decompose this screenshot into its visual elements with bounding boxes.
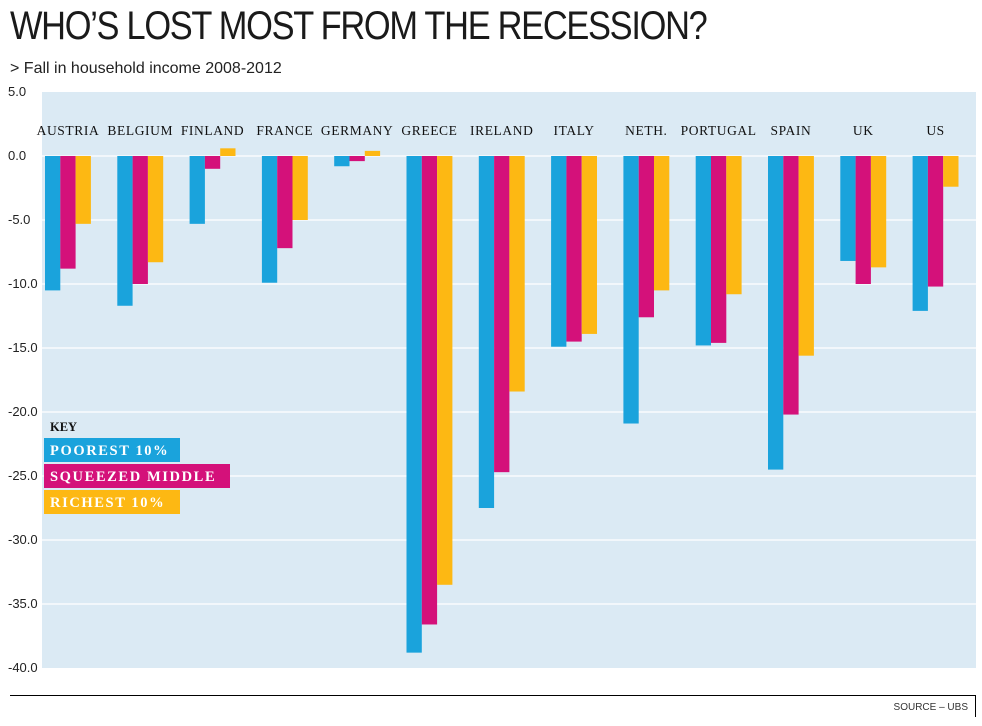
- category-label: SPAIN: [771, 123, 812, 138]
- bar-italy-1: [566, 156, 582, 342]
- bar-germany-1: [349, 156, 365, 162]
- category-label: ITALY: [554, 123, 595, 138]
- bar-italy-0: [551, 156, 567, 347]
- bar-italy-2: [581, 156, 597, 334]
- bar-greece-2: [437, 156, 453, 585]
- y-tick-labels: 5.0 0.0 -5.0 -10.0 -15.0 -20.0 -25.0 -30.0 -35.0…: [8, 84, 38, 675]
- y-tick-label: 5.0: [8, 84, 26, 99]
- bar-portugal-2: [726, 156, 742, 295]
- category-label: GERMANY: [321, 123, 393, 138]
- legend-swatch-0: [44, 438, 180, 462]
- bar-uk-2: [870, 156, 887, 268]
- bar-greece-1: [421, 156, 438, 625]
- legend-label-2: RICHEST 10%: [50, 495, 165, 511]
- category-label: NETH.: [625, 123, 667, 138]
- chart-title: WHO’S LOST MOST FROM THE RECESSION?: [10, 4, 708, 48]
- bar-belgium-0: [117, 156, 133, 306]
- bar-ireland-0: [478, 156, 495, 508]
- legend-title: KEY: [50, 420, 77, 434]
- category-labels: AUSTRIA BELGIUM FINLAND FRANCE GERMANY GREECE…: [37, 123, 945, 138]
- y-tick-label: -30.0: [8, 532, 38, 547]
- bar-neth-1: [638, 156, 654, 318]
- bar-us-1: [927, 156, 944, 287]
- category-label: GREECE: [401, 123, 457, 138]
- category-label: AUSTRIA: [37, 123, 100, 138]
- bar-neth-0: [623, 156, 639, 424]
- y-tick-label: -20.0: [8, 404, 38, 419]
- bar-neth-2: [654, 156, 670, 291]
- y-tick-label: -5.0: [8, 212, 30, 227]
- legend: KEY POOREST 10% SQUEEZED MIDDLE RICHEST 10%: [44, 420, 230, 514]
- bars: [45, 148, 959, 653]
- bar-us-2: [943, 156, 959, 187]
- category-label: PORTUGAL: [681, 123, 757, 138]
- bar-ireland-1: [494, 156, 510, 473]
- category-label: FINLAND: [181, 123, 244, 138]
- category-label: US: [926, 123, 944, 138]
- bar-france-2: [292, 156, 308, 220]
- bar-spain-1: [783, 156, 799, 415]
- y-tick-label: -10.0: [8, 276, 38, 291]
- legend-swatch-1: [44, 464, 230, 488]
- legend-label-0: POOREST 10%: [50, 443, 169, 459]
- bar-austria-0: [45, 156, 61, 291]
- category-label: FRANCE: [256, 123, 313, 138]
- bar-greece-0: [406, 156, 422, 653]
- bar-belgium-1: [132, 156, 148, 284]
- bar-finland-1: [204, 156, 221, 169]
- bar-finland-2: [220, 148, 236, 156]
- legend-label-1: SQUEEZED MIDDLE: [50, 469, 216, 485]
- bar-us-0: [912, 156, 928, 311]
- bar-germany-2: [364, 150, 381, 156]
- category-label: IRELAND: [470, 123, 533, 138]
- y-tick-label: -15.0: [8, 340, 38, 355]
- bottom-rule-tick: [975, 695, 976, 717]
- bar-portugal-0: [695, 156, 711, 346]
- bar-portugal-1: [711, 156, 727, 343]
- y-tick-label: -25.0: [8, 468, 38, 483]
- bar-austria-1: [60, 156, 76, 269]
- bar-germany-0: [334, 156, 350, 167]
- chart-subtitle: > Fall in household income 2008-2012: [10, 60, 282, 77]
- bottom-rule: [10, 695, 976, 696]
- bar-france-0: [261, 156, 278, 283]
- bar-finland-0: [189, 156, 205, 224]
- bar-uk-0: [840, 156, 856, 261]
- source-note: SOURCE – UBS: [893, 702, 968, 713]
- category-label: BELGIUM: [107, 123, 173, 138]
- bar-france-1: [277, 156, 293, 249]
- bar-spain-2: [798, 156, 814, 356]
- y-tick-label: -35.0: [8, 596, 38, 611]
- y-tick-label: -40.0: [8, 660, 38, 675]
- bar-austria-2: [75, 156, 91, 224]
- category-label: UK: [853, 123, 874, 138]
- bar-uk-1: [855, 156, 871, 284]
- bar-spain-0: [768, 156, 784, 470]
- legend-swatch-2: [44, 490, 180, 514]
- y-tick-label: 0.0: [8, 148, 26, 163]
- bar-ireland-2: [509, 156, 525, 392]
- bar-belgium-2: [147, 156, 164, 263]
